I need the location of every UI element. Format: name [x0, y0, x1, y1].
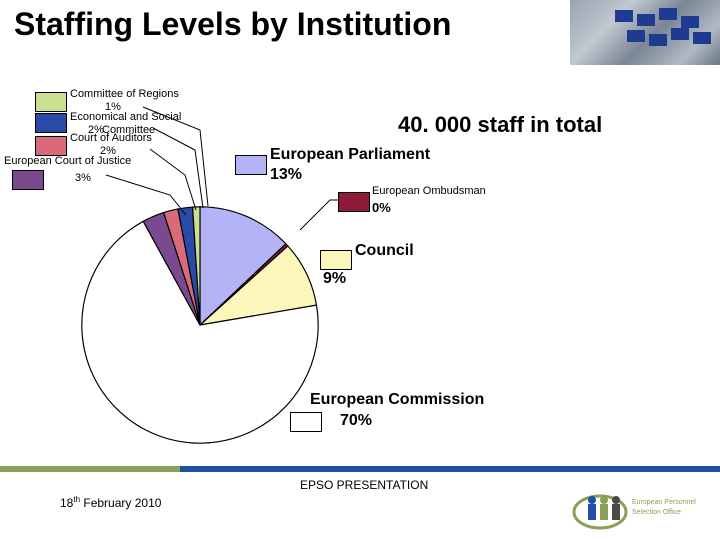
chart-label-text: Court of Auditors [70, 132, 152, 145]
chart-label-text: 0% [372, 201, 391, 214]
slide-title: Staffing Levels by Institution [14, 6, 451, 43]
chart-label-text: Council [355, 244, 414, 257]
chart-label-text: European Court of Justice [4, 155, 131, 168]
header-decorative-image [570, 0, 720, 65]
chart-label-text: European Parliament [270, 148, 430, 161]
footer-divider [0, 466, 720, 472]
chart-label-text: 70% [340, 414, 372, 427]
slide: Staffing Levels by Institution 40. 000 s… [0, 0, 720, 540]
svg-text:Selection Office: Selection Office [632, 509, 681, 516]
footer-date: 18th February 2010 [60, 495, 161, 510]
chart-label-text: Economical and Social [70, 111, 181, 124]
chart-label-text: European Commission [310, 393, 484, 406]
legend-swatch [320, 250, 352, 270]
chart-label-text: 9% [323, 272, 346, 285]
chart-label-text: 3% [75, 172, 91, 185]
legend-swatch [290, 412, 322, 432]
legend-swatch [35, 92, 67, 112]
legend-swatch [35, 136, 67, 156]
svg-text:European Personnel: European Personnel [632, 499, 696, 506]
legend-swatch [35, 113, 67, 133]
chart-label-text: 13% [270, 168, 302, 181]
subtitle: 40. 000 staff in total [398, 112, 602, 138]
epso-logo: European Personnel Selection Office [570, 484, 710, 532]
chart-label-text: European Ombudsman [372, 185, 486, 198]
chart-label-text: Committee of Regions [70, 88, 179, 101]
legend-swatch [12, 170, 44, 190]
legend-swatch [338, 192, 370, 212]
legend-swatch [235, 155, 267, 175]
footer-title: EPSO PRESENTATION [300, 478, 428, 492]
